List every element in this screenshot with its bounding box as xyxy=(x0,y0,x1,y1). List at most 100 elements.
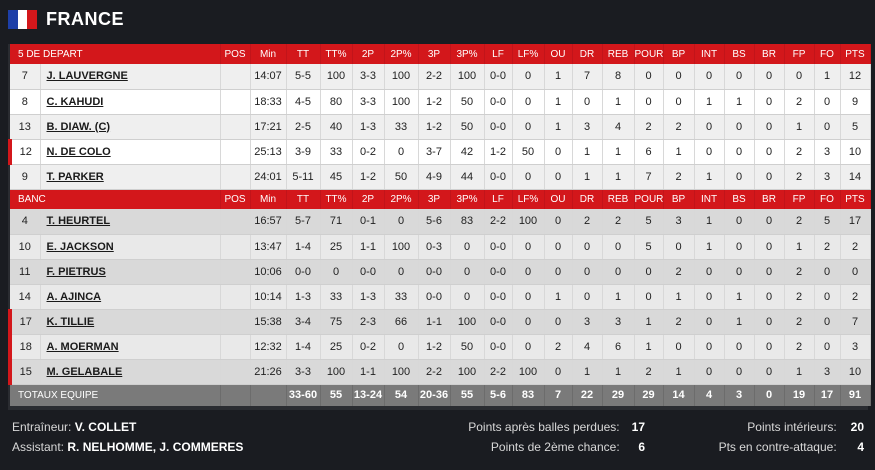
stat-cell-min: 18:33 xyxy=(250,89,287,115)
player-name-link[interactable]: A. AJINCA xyxy=(40,284,221,310)
total-cell-bp: 14 xyxy=(663,384,695,406)
stat-cell-pos xyxy=(220,359,251,385)
player-name-link[interactable]: F. PIETRUS xyxy=(40,259,221,285)
stat-cell-int: 1 xyxy=(694,89,725,115)
column-header-min: Min xyxy=(250,44,287,64)
stat-cell-bp: 1 xyxy=(663,139,695,165)
stat-cell-ou: 2 xyxy=(544,334,573,360)
column-header-fp: FP xyxy=(784,189,815,209)
stat-cell-pts: 17 xyxy=(840,209,871,235)
player-name-link[interactable]: A. MOERMAN xyxy=(40,334,221,360)
player-name-link[interactable]: K. TILLIE xyxy=(40,309,221,335)
stat-cell-tt-pct: 80 xyxy=(320,89,353,115)
total-cell-3p-pct: 55 xyxy=(450,384,485,406)
stat-cell-dr: 0 xyxy=(572,259,603,285)
stat-cell-br: 0 xyxy=(754,139,785,165)
stat-cell-reb: 1 xyxy=(602,164,635,190)
stat-cell-dr: 0 xyxy=(572,284,603,310)
column-header-ou: OU xyxy=(544,44,573,64)
stat-cell-fp: 2 xyxy=(784,309,815,335)
stat-cell-fo: 1 xyxy=(814,64,841,90)
column-header-br: BR xyxy=(754,189,785,209)
stat-cell-lf-pct: 100 xyxy=(512,359,545,385)
player-name-link[interactable]: T. PARKER xyxy=(40,164,221,190)
stat-cell-bp: 0 xyxy=(663,89,695,115)
column-header-int: INT xyxy=(694,189,725,209)
stat-cell-tt-pct: 100 xyxy=(320,359,353,385)
stat-cell-3p: 5-6 xyxy=(418,209,451,235)
starters-section-label: 5 DE DEPART xyxy=(10,44,221,64)
stat-cell-min: 14:07 xyxy=(250,64,287,90)
player-name-link[interactable]: T. HEURTEL xyxy=(40,209,221,235)
stat-cell-pour: 1 xyxy=(634,334,664,360)
stat-cell-dr: 4 xyxy=(572,334,603,360)
player-name-link[interactable]: N. DE COLO xyxy=(40,139,221,165)
column-header-bs: BS xyxy=(724,189,755,209)
column-header-pts: PTS xyxy=(840,44,871,64)
stat-cell-pts: 10 xyxy=(840,139,871,165)
stat-cell-fp: 2 xyxy=(784,139,815,165)
stat-cell-int: 1 xyxy=(694,234,725,260)
stat-cell-bs: 0 xyxy=(724,234,755,260)
stat-cell-fo: 3 xyxy=(814,139,841,165)
stat-cell-2p: 0-2 xyxy=(352,334,385,360)
stat-cell-br: 0 xyxy=(754,114,785,140)
stat-cell-fo: 0 xyxy=(814,309,841,335)
stat-cell-pour: 5 xyxy=(634,209,664,235)
stat-cell-int: 0 xyxy=(694,114,725,140)
stat-cell-min: 13:47 xyxy=(250,234,287,260)
points-after-turnovers: Points après balles perdues: 17 xyxy=(468,420,645,434)
jersey-number: 14 xyxy=(10,284,41,310)
stat-cell-2p-pct: 0 xyxy=(384,334,419,360)
stat-cell-bp: 1 xyxy=(663,284,695,310)
stat-cell-tt: 3-3 xyxy=(286,359,321,385)
player-name-link[interactable]: M. GELABALE xyxy=(40,359,221,385)
stat-cell-lf-pct: 0 xyxy=(512,114,545,140)
table-row: 17 K. TILLIE 15:38 3-4 75 2-3 66 1-1 100 0-0 0 0 3 3 1… xyxy=(8,309,871,335)
stat-cell-3p-pct: 0 xyxy=(450,259,485,285)
stat-cell-tt: 2-5 xyxy=(286,114,321,140)
stat-cell-lf: 0-0 xyxy=(484,114,513,140)
table-row: 4 T. HEURTEL 16:57 5-7 71 0-1 0 5-6 83 2-2 100 0 2 2 5… xyxy=(10,209,871,235)
stat-cell-dr: 7 xyxy=(572,64,603,90)
stat-cell-dr: 3 xyxy=(572,114,603,140)
stat-cell-ou: 0 xyxy=(544,209,573,235)
stat-cell-3p-pct: 42 xyxy=(450,139,485,165)
stat-cell-ou: 1 xyxy=(544,284,573,310)
player-name-link[interactable]: E. JACKSON xyxy=(40,234,221,260)
stat-cell-int: 0 xyxy=(694,359,725,385)
assistant-line: Assistant: R. NELHOMME, J. COMMERES xyxy=(12,440,243,454)
column-header-lf: LF xyxy=(484,44,513,64)
total-cell-min xyxy=(250,384,287,406)
stat-cell-tt: 4-5 xyxy=(286,89,321,115)
stat-cell-pour: 6 xyxy=(634,139,664,165)
column-header-fo: FO xyxy=(814,44,841,64)
stat-cell-int: 0 xyxy=(694,284,725,310)
stat-cell-br: 0 xyxy=(754,309,785,335)
stat-cell-dr: 2 xyxy=(572,209,603,235)
stat-cell-pour: 1 xyxy=(634,309,664,335)
player-name-link[interactable]: B. DIAW. (C) xyxy=(40,114,221,140)
stat-cell-bs: 1 xyxy=(724,284,755,310)
stat-cell-pts: 3 xyxy=(840,334,871,360)
stat-cell-bp: 1 xyxy=(663,359,695,385)
stat-cell-min: 21:26 xyxy=(250,359,287,385)
player-name-link[interactable]: C. KAHUDI xyxy=(40,89,221,115)
stat-cell-br: 0 xyxy=(754,89,785,115)
column-header-tt-pct: TT% xyxy=(320,44,353,64)
stat-cell-br: 0 xyxy=(754,234,785,260)
player-name-link[interactable]: J. LAUVERGNE xyxy=(40,64,221,90)
stat-cell-min: 16:57 xyxy=(250,209,287,235)
team-totals-label: TOTAUX EQUIPE xyxy=(10,384,221,406)
stat-cell-br: 0 xyxy=(754,334,785,360)
stat-cell-lf: 0-0 xyxy=(484,164,513,190)
total-cell-lf: 5-6 xyxy=(484,384,513,406)
fastbreak-points: Pts en contre-attaque: 4 xyxy=(719,440,864,454)
paint-points: Points intérieurs: 20 xyxy=(747,420,864,434)
stat-cell-pos xyxy=(220,259,251,285)
total-cell-3p: 20-36 xyxy=(418,384,451,406)
total-cell-pts: 91 xyxy=(840,384,871,406)
stat-cell-tt-pct: 100 xyxy=(320,64,353,90)
stat-cell-pts: 0 xyxy=(840,259,871,285)
stat-cell-int: 0 xyxy=(694,64,725,90)
